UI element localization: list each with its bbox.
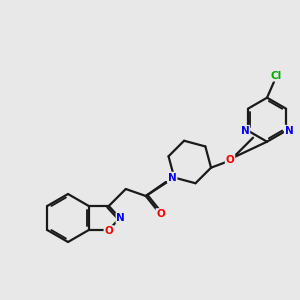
Text: Cl: Cl bbox=[270, 71, 282, 81]
Text: O: O bbox=[104, 226, 113, 236]
Text: N: N bbox=[116, 213, 125, 223]
Text: N: N bbox=[241, 126, 249, 136]
Text: O: O bbox=[226, 155, 234, 165]
Text: N: N bbox=[285, 126, 293, 136]
Text: N: N bbox=[168, 172, 177, 183]
Text: O: O bbox=[156, 209, 165, 219]
